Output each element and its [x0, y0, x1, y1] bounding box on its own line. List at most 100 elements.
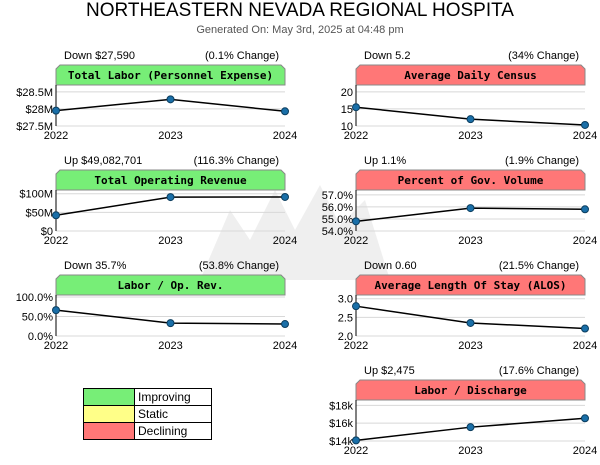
- chart-title: Total Labor (Personnel Expense): [68, 69, 273, 82]
- summary-change-percent: (34% Change): [508, 50, 579, 62]
- legend-item-improving: Improving: [83, 388, 212, 406]
- data-point: [166, 319, 175, 328]
- data-point: [581, 120, 589, 129]
- legend-label-declining: Declining: [134, 422, 212, 440]
- chart-title-banner: [355, 379, 586, 401]
- data-point: [52, 306, 60, 315]
- x-tick-label: 2023: [158, 130, 182, 142]
- data-point: [466, 115, 475, 124]
- y-tick-label: $50M: [25, 207, 53, 219]
- legend-label-static: Static: [134, 405, 212, 423]
- chart-panel: Up $49,082,701 (116.3% Change) Total Opera…: [19, 155, 297, 247]
- chart-panel: Down 5.2 (34% Change) Average Daily Census…: [341, 50, 597, 142]
- y-tick-label: $18k: [329, 400, 353, 412]
- y-tick-label: 0.0%: [28, 331, 53, 343]
- data-point: [581, 205, 589, 214]
- data-point: [352, 436, 360, 445]
- data-point: [281, 107, 289, 116]
- summary-change-percent: (1.9% Change): [505, 155, 579, 167]
- y-tick-label: 3.0: [338, 294, 353, 306]
- chart-title: Percent of Gov. Volume: [398, 174, 544, 187]
- x-tick-label: 2022: [344, 235, 368, 247]
- data-point: [52, 211, 60, 220]
- chart-panel: Down $27,590 (0.1% Change) Total Labor (Pe…: [16, 50, 297, 142]
- y-tick-label: $16k: [329, 418, 353, 430]
- y-tick-label: $28.5M: [16, 87, 53, 99]
- summary-change-value: Up $2,475: [364, 365, 415, 377]
- y-tick-label: 57.0%: [322, 190, 353, 202]
- x-tick-label: 2023: [158, 340, 182, 352]
- x-tick-label: 2024: [273, 130, 297, 142]
- data-point: [466, 423, 475, 432]
- y-tick-label: 56.0%: [322, 202, 353, 214]
- summary-change-value: Down 5.2: [364, 50, 410, 62]
- x-tick-label: 2022: [344, 340, 368, 352]
- legend-label-improving: Improving: [134, 388, 212, 406]
- data-point: [466, 204, 475, 213]
- chart-panel: Up 1.1% (1.9% Change) Percent of Gov. Volu…: [322, 155, 597, 247]
- x-tick-label: 2023: [458, 445, 482, 457]
- chart-title: Total Operating Revenue: [94, 174, 247, 187]
- data-point: [352, 217, 360, 226]
- summary-change-percent: (21.5% Change): [499, 260, 579, 272]
- report-title: NORTHEASTERN NEVADA REGIONAL HOSPITA: [86, 0, 514, 21]
- data-point: [52, 106, 60, 115]
- x-tick-label: 2024: [273, 340, 297, 352]
- x-tick-label: 2024: [273, 235, 297, 247]
- chart-panel: Up $2,475 (17.6% Change) Labor / Discharge…: [329, 365, 597, 457]
- y-tick-label: 50.0%: [22, 311, 53, 323]
- generated-timestamp: Generated On: May 3rd, 2025 at 04:48 pm: [196, 24, 404, 36]
- summary-change-percent: (53.8% Change): [199, 260, 279, 272]
- x-tick-label: 2023: [458, 340, 482, 352]
- data-point: [581, 414, 589, 423]
- data-point: [166, 193, 175, 202]
- data-point: [352, 103, 360, 112]
- data-point: [281, 192, 289, 201]
- y-tick-label: $28M: [25, 104, 53, 116]
- y-tick-label: $100M: [19, 189, 53, 201]
- data-point: [166, 95, 175, 104]
- summary-change-value: Up $49,082,701: [64, 155, 142, 167]
- y-tick-label: 10: [341, 121, 353, 133]
- chart-title-banner: [55, 169, 286, 191]
- chart-title-banner: [355, 169, 586, 191]
- chart-title-banner: [55, 274, 286, 296]
- chart-panel: Down 35.7% (53.8% Change) Labor / Op. Rev.…: [16, 260, 298, 352]
- y-tick-label: 54.0%: [322, 226, 353, 238]
- x-tick-label: 2022: [44, 130, 68, 142]
- y-tick-label: 2.0: [338, 331, 353, 343]
- y-tick-label: 15: [341, 104, 353, 116]
- x-tick-label: 2022: [344, 445, 368, 457]
- data-point: [466, 318, 475, 327]
- chart-title-banner: [55, 64, 286, 86]
- x-tick-label: 2024: [573, 235, 597, 247]
- y-tick-label: 55.0%: [322, 214, 353, 226]
- y-tick-label: 2.5: [338, 312, 353, 324]
- data-point: [581, 324, 589, 333]
- y-tick-label: $27.5M: [16, 121, 53, 133]
- summary-change-percent: (0.1% Change): [205, 50, 279, 62]
- data-point: [352, 302, 360, 311]
- summary-change-percent: (17.6% Change): [499, 365, 579, 377]
- x-tick-label: 2022: [44, 235, 68, 247]
- y-tick-label: 20: [341, 87, 353, 99]
- summary-change-percent: (116.3% Change): [194, 155, 279, 167]
- chart-panel: Down 0.60 (21.5% Change) Average Length Of…: [338, 260, 598, 352]
- legend: Improving Static Declining: [83, 388, 212, 440]
- legend-swatch-improving: [83, 388, 135, 406]
- chart-title: Labor / Discharge: [414, 384, 527, 397]
- y-tick-label: $0: [41, 226, 53, 238]
- x-tick-label: 2024: [573, 130, 597, 142]
- chart-title-banner: [355, 274, 586, 296]
- data-point: [281, 320, 289, 329]
- chart-title: Labor / Op. Rev.: [118, 279, 224, 292]
- summary-change-value: Down $27,590: [64, 50, 135, 62]
- legend-item-declining: Declining: [83, 422, 212, 440]
- watermark-logo: [200, 185, 390, 280]
- summary-change-value: Down 0.60: [364, 260, 417, 272]
- legend-swatch-declining: [83, 422, 135, 440]
- summary-change-value: Down 35.7%: [64, 260, 127, 272]
- x-tick-label: 2023: [458, 130, 482, 142]
- x-tick-label: 2023: [458, 235, 482, 247]
